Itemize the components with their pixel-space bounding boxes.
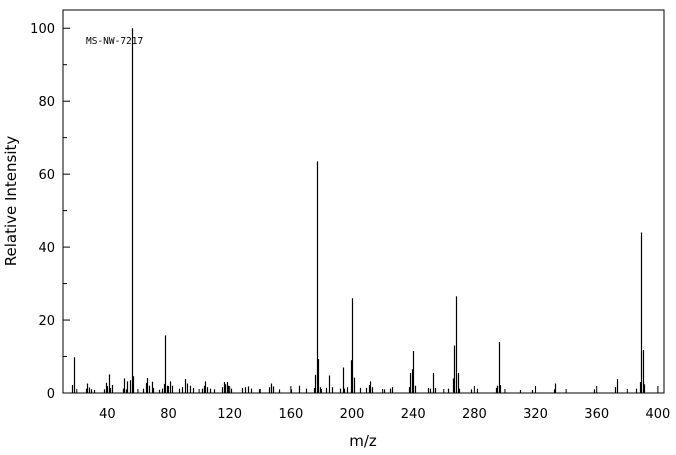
- x-tick-label: 320: [523, 407, 548, 422]
- y-tick-label: 20: [38, 314, 55, 329]
- y-tick-label: 80: [38, 95, 55, 110]
- spectrum-annotation: MS-NW-7217: [86, 36, 143, 47]
- x-tick-label: 160: [278, 407, 303, 422]
- y-axis-title: Relative Intensity: [2, 136, 20, 267]
- x-axis: 40 80 120 160 200 240 280 320 360 400: [76, 386, 670, 422]
- x-tick-label: 280: [462, 407, 487, 422]
- x-tick-label: 40: [99, 407, 116, 422]
- y-tick-label: 0: [47, 387, 55, 402]
- x-tick-label: 240: [401, 407, 426, 422]
- y-tick-label: 100: [30, 22, 55, 37]
- x-tick-label: 200: [340, 407, 365, 422]
- x-tick-label: 400: [645, 407, 670, 422]
- x-axis-title: m/z: [349, 432, 377, 450]
- y-tick-label: 60: [38, 168, 55, 183]
- y-tick-label: 40: [38, 241, 55, 256]
- peaks-layer: [71, 28, 646, 393]
- x-tick-label: 80: [160, 407, 177, 422]
- x-tick-label: 120: [217, 407, 242, 422]
- x-tick-label: 360: [584, 407, 609, 422]
- y-axis: 0 20 40 60 80 100: [30, 22, 70, 402]
- plot-frame: [62, 9, 665, 394]
